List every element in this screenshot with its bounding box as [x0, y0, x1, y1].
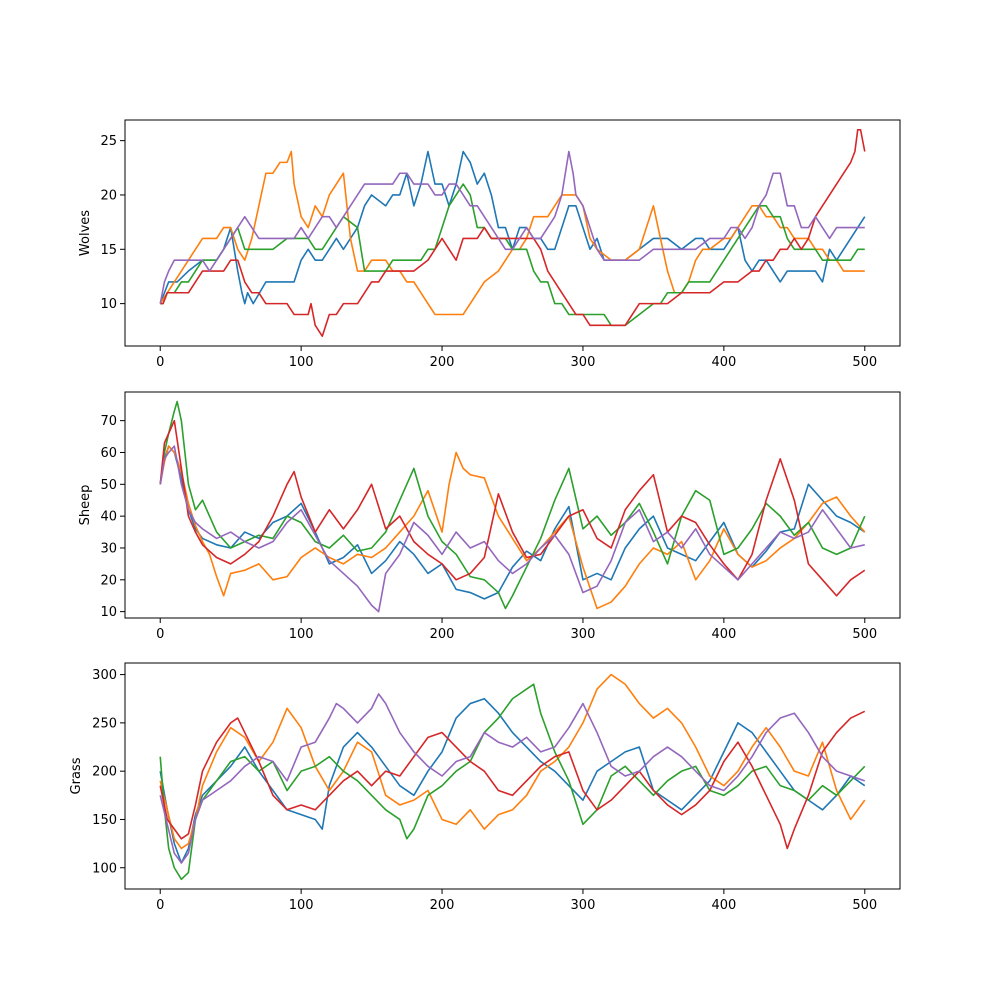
- x-tick-label: 500: [852, 355, 877, 370]
- series-line-2: [159, 150, 865, 316]
- x-tick-label: 0: [156, 627, 164, 642]
- y-tick-label: 150: [92, 813, 117, 828]
- y-tick-label: 40: [100, 510, 117, 525]
- y-axis-label: Grass: [69, 757, 84, 794]
- y-tick-label: 10: [100, 297, 117, 312]
- y-tick-label: 30: [100, 541, 117, 556]
- series-group: [159, 673, 866, 881]
- series-line-2: [159, 673, 866, 850]
- axes-frame: [124, 119, 901, 347]
- axes-frame: [124, 662, 901, 890]
- x-tick-label: 300: [571, 898, 596, 913]
- y-tick-label: 20: [100, 573, 117, 588]
- x-tick-label: 300: [571, 627, 596, 642]
- y-tick-label: 300: [92, 668, 117, 683]
- x-tick-label: 500: [852, 898, 877, 913]
- y-tick-label: 250: [92, 716, 117, 731]
- series-line-1: [159, 150, 866, 305]
- x-tick-label: 500: [852, 627, 877, 642]
- x-tick-label: 0: [156, 355, 164, 370]
- series-line-5: [159, 445, 865, 613]
- x-tick-label: 400: [711, 627, 736, 642]
- axes-frame: [124, 391, 901, 619]
- x-tick-label: 200: [430, 627, 455, 642]
- y-axis-label: Sheep: [78, 485, 93, 526]
- series-line-3: [160, 183, 865, 327]
- x-tick-label: 0: [156, 898, 164, 913]
- series-group: [159, 128, 866, 338]
- series-line-2: [159, 445, 866, 610]
- y-tick-label: 70: [100, 414, 117, 429]
- x-tick-label: 400: [711, 898, 736, 913]
- x-tick-label: 100: [289, 627, 314, 642]
- x-tick-label: 100: [289, 355, 314, 370]
- series-line-5: [159, 693, 866, 864]
- y-tick-label: 200: [92, 765, 117, 780]
- series-line-4: [159, 710, 866, 850]
- series-line-5: [159, 150, 865, 304]
- series-line-1: [159, 697, 866, 864]
- y-tick-label: 15: [100, 243, 117, 258]
- x-tick-label: 400: [711, 355, 736, 370]
- y-tick-label: 20: [100, 188, 117, 203]
- y-tick-label: 50: [100, 478, 117, 493]
- series-line-3: [159, 400, 866, 610]
- x-tick-label: 200: [430, 898, 455, 913]
- subplot-wolves: 0 100 200 300 400 500 10 15 20 25 Wolves: [78, 119, 901, 370]
- y-tick-label: 25: [100, 134, 117, 149]
- subplot-grass: 0 100 200 300 400 500 100 150 200 250 300 Grass: [69, 662, 901, 913]
- series-line-4: [160, 128, 866, 338]
- series-group: [159, 400, 866, 613]
- y-axis-label: Wolves: [78, 210, 93, 256]
- y-tick-label: 100: [92, 861, 117, 876]
- x-tick-label: 300: [571, 355, 596, 370]
- x-tick-label: 200: [430, 355, 455, 370]
- y-tick-label: 60: [100, 446, 117, 461]
- subplot-sheep: 0 100 200 300 400 500 10 20 30 40 50 60 70 Sheep: [78, 391, 901, 642]
- y-tick-label: 10: [100, 605, 117, 620]
- x-tick-label: 100: [289, 898, 314, 913]
